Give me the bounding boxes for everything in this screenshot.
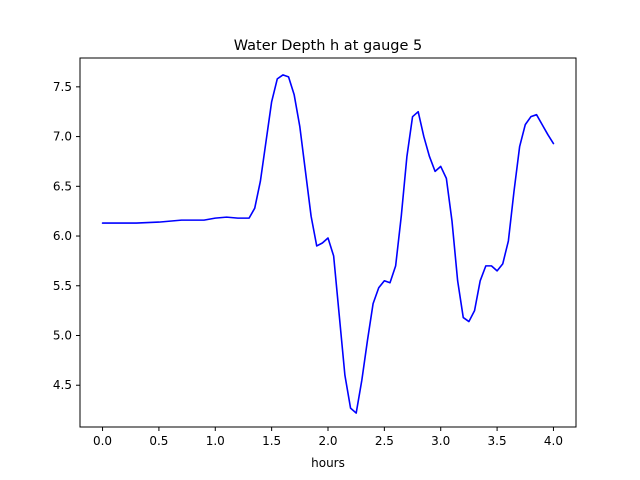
x-tick-label: 1.0 (206, 434, 225, 448)
x-tick-label: 0.0 (93, 434, 112, 448)
x-tick-label: 2.5 (375, 434, 394, 448)
x-tick-label: 3.5 (488, 434, 507, 448)
y-tick-label: 7.0 (53, 130, 72, 144)
y-axis: 4.5 5.0 5.5 6.0 6.5 7.0 7.5 (53, 80, 80, 392)
x-axis: 0.0 0.5 1.0 1.5 2.0 2.5 3.0 3.5 4.0 (93, 427, 563, 448)
x-tick-label: 4.0 (544, 434, 563, 448)
x-tick-label: 2.0 (318, 434, 337, 448)
y-tick-label: 6.0 (53, 229, 72, 243)
y-tick-label: 4.5 (53, 378, 72, 392)
x-axis-label: hours (311, 456, 345, 470)
y-tick-label: 6.5 (53, 179, 72, 193)
y-tick-label: 5.5 (53, 279, 72, 293)
x-tick-label: 1.5 (262, 434, 281, 448)
series-line-0 (101, 74, 555, 414)
y-tick-label: 7.5 (53, 80, 72, 94)
x-tick-label: 3.0 (431, 434, 450, 448)
y-tick-label: 5.0 (53, 328, 72, 342)
x-tick-label: 0.5 (149, 434, 168, 448)
chart-title: Water Depth h at gauge 5 (234, 38, 422, 54)
